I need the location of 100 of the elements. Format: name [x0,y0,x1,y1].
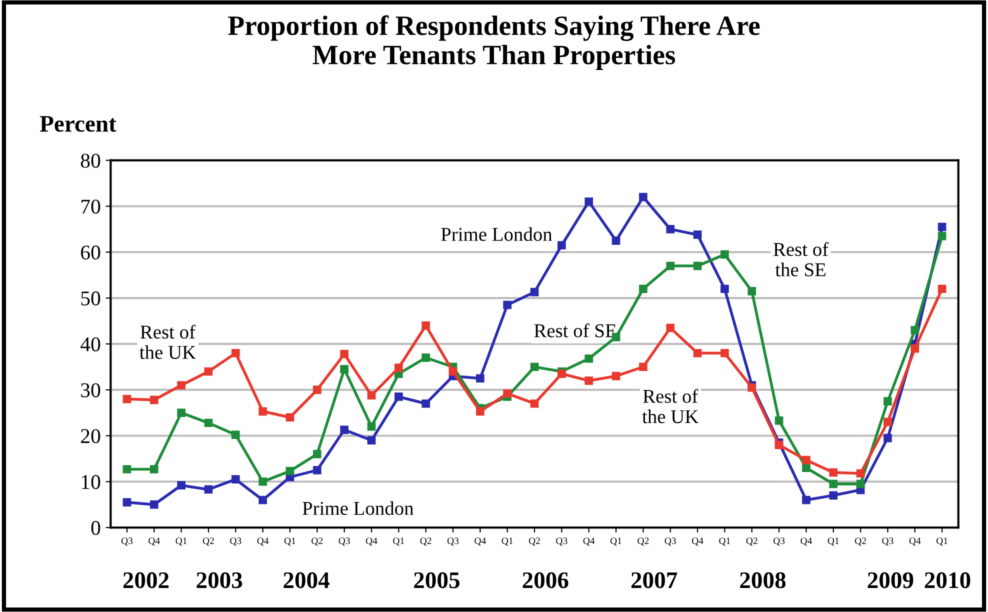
point [476,374,484,383]
annotation: Prime London [302,501,414,515]
point [558,370,566,378]
point [448,367,458,376]
point [884,434,892,442]
x-tick-label: Q1 [610,538,622,546]
point [312,450,322,458]
y-tick-label: 30 [81,383,100,398]
point [938,232,946,240]
point [829,480,838,488]
text: 2007 [631,572,678,588]
point [748,383,756,392]
point [639,284,648,294]
x-tick-label: Q4 [909,538,921,546]
x-tick-label: Q2 [420,538,432,546]
point [720,250,729,259]
point [802,496,810,504]
point [612,236,620,245]
point [150,500,158,509]
text: 2002 [123,572,169,588]
y-tick-label: 60 [80,246,100,260]
y-axis-title: Percent [40,116,116,132]
point [584,197,594,206]
point [286,413,294,422]
x-tick-label: Q3 [556,538,568,546]
point [177,408,186,417]
y-tick-label: 10 [82,475,100,490]
y-tick-label: 70 [81,200,100,214]
point [231,348,240,358]
x-tick-label: Q4 [366,538,378,546]
point [204,367,213,376]
x-tick-label: Q1 [393,538,404,546]
x-tick-label: Q4 [583,538,595,546]
point [422,321,430,330]
point [340,426,348,434]
text: 2005 [414,572,460,588]
point [856,480,865,488]
x-tick-label: Q3 [121,538,133,546]
point [122,465,132,474]
x-tick-label: Q1 [719,538,730,546]
y-tick-label: 40 [80,337,100,352]
text: 2008 [740,572,786,588]
point [340,365,348,374]
point [122,498,132,506]
point [258,477,267,486]
point [666,262,675,270]
point [367,422,376,431]
point [693,262,702,270]
point [693,230,702,239]
y-tick-label: 80 [80,154,100,168]
point [204,485,213,494]
point [394,364,403,372]
point [204,418,213,428]
x-tick-label: Q3 [664,538,676,546]
point [748,286,756,296]
annotation: Rest of the SE [774,242,829,276]
point [829,491,838,500]
x-tick-label: Q4 [692,538,704,546]
point [231,475,240,484]
x-tick-label: Q2 [855,538,866,546]
point [584,354,594,363]
point [666,324,675,332]
point [938,222,946,232]
x-tick-label: Q3 [338,538,350,546]
point [612,372,620,380]
x-tick-label: Q3 [773,538,785,546]
x-tick-label: Q1 [502,538,513,546]
point [503,300,512,310]
point [802,464,810,472]
point [150,396,158,404]
point [367,391,376,400]
x-tick-label: Q2 [746,538,758,546]
point [476,407,484,416]
point [720,284,729,294]
point [177,381,186,390]
x-tick-label: Q1 [828,538,839,546]
y-tick-label: 0 [91,520,100,535]
x-tick-label: Q2 [528,538,540,546]
x-tick-label: Q4 [257,538,269,546]
point [503,389,512,398]
point [639,362,648,372]
point [584,376,594,385]
x-tick-label: Q1 [936,538,948,546]
point [177,481,186,490]
point [367,436,376,444]
x-tick-label: Q1 [176,538,187,546]
point [422,399,430,408]
point [394,392,403,401]
point [774,416,784,425]
text: 2006 [522,572,568,588]
point [693,348,702,358]
x-tick-label: Q2 [202,538,214,546]
x-tick-label: Q4 [474,538,486,546]
point [666,225,675,234]
x-tick-label: Q4 [800,538,812,546]
x-tick-label: Q2 [312,538,323,546]
point [286,466,294,476]
point [910,326,920,334]
point [258,407,267,416]
x-tick-label: Q2 [638,538,649,546]
